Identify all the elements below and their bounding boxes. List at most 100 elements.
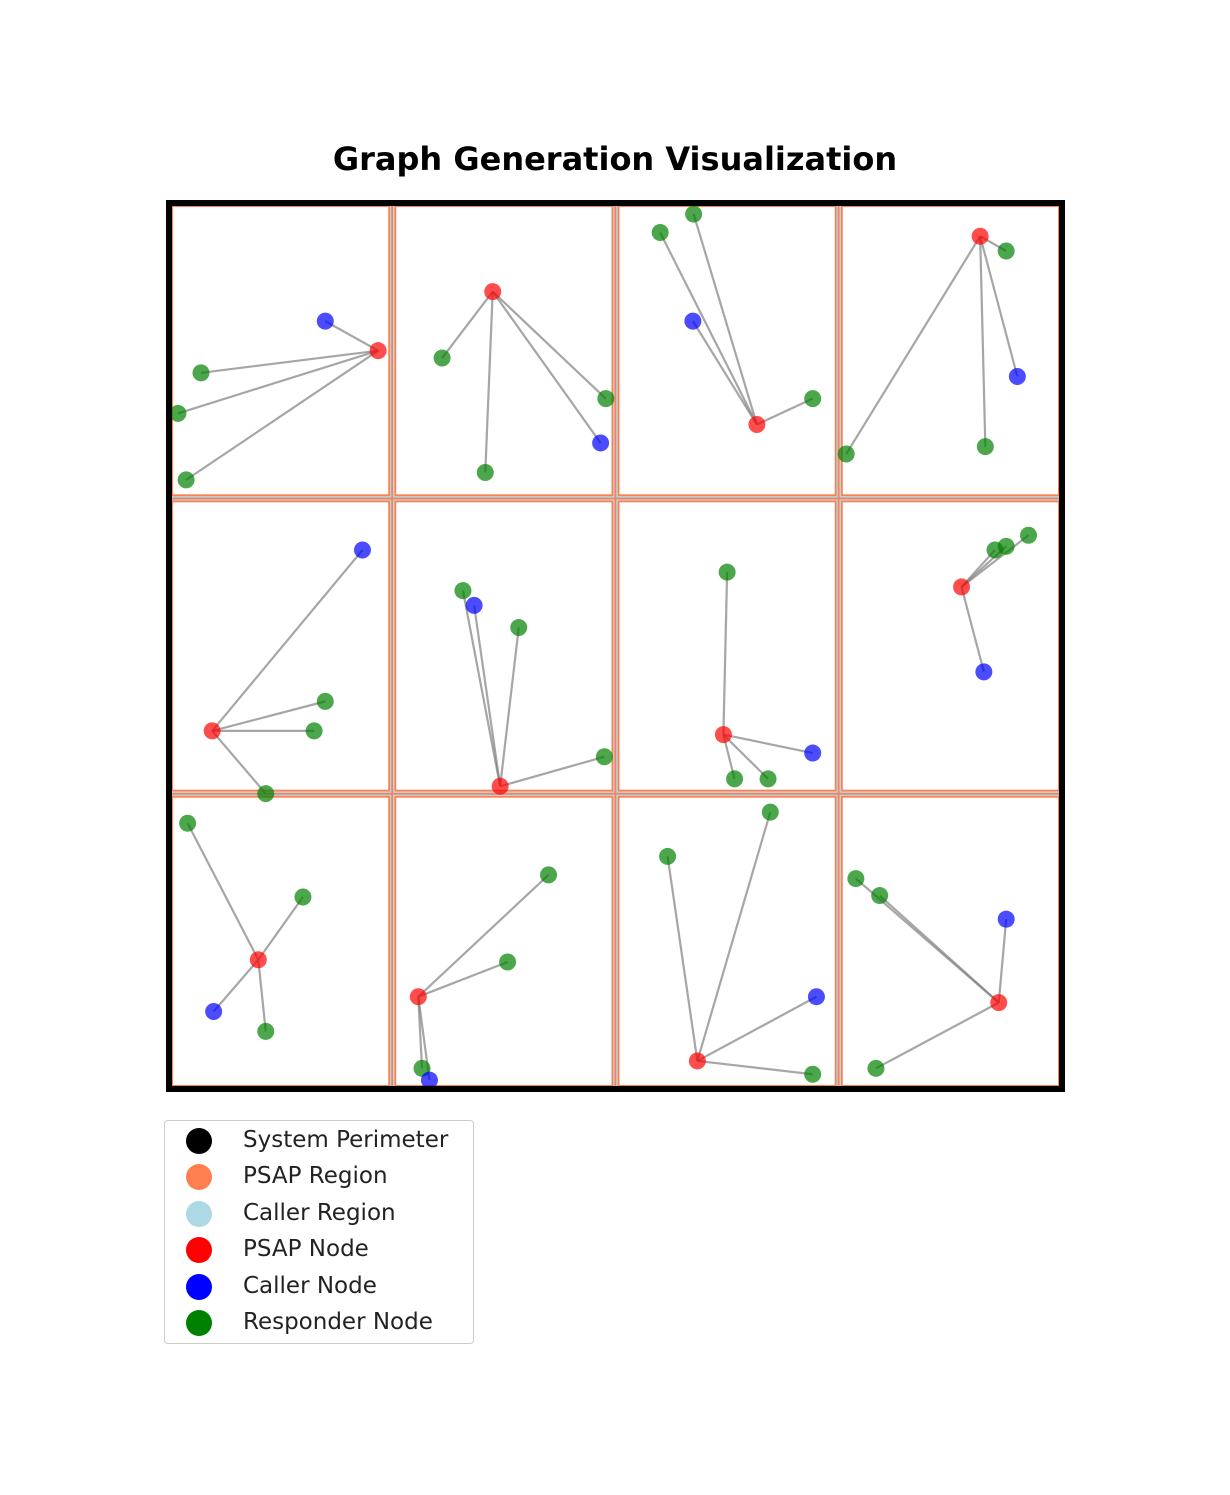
edge-8-0 [212,959,260,1013]
psap-node-8 [249,951,267,969]
caller-region-1-2 [393,203,615,498]
responder-node-0-0 [192,364,210,382]
caller-node-4-0 [353,541,371,559]
caller-node-9-0 [420,1071,438,1089]
legend-label-responder-node: Responder Node [243,1309,433,1335]
responder-node-3-1 [976,438,994,456]
responder-node-10-1 [761,803,779,821]
responder-node-3-2 [837,445,855,463]
caller-region-1-0 [393,794,615,1089]
caller-node-7-0 [975,663,993,681]
responder-node-6-1 [726,770,744,788]
legend-marker-responder-node [186,1310,212,1336]
edge-3-2 [979,236,987,447]
edge-9-2 [417,960,508,998]
psap-node-5 [491,777,509,795]
legend-marker-psap-region [186,1164,212,1190]
edge-6-0 [723,733,813,755]
edge-2-0 [691,320,758,426]
psap-node-6 [714,726,732,744]
psap-node-7 [953,578,971,596]
chart-title: Graph Generation Visualization [332,140,898,178]
edge-10-0 [696,995,817,1062]
caller-node-0-0 [316,312,334,330]
edge-4-3 [211,730,267,795]
edge-1-3 [484,291,494,473]
caller-node-1-0 [592,434,610,452]
legend-label-system-perimeter: System Perimeter [243,1127,449,1153]
caller-region-3-0 [839,794,1062,1089]
caller-region-0-0 [169,794,392,1089]
responder-node-11-1 [871,887,889,905]
responder-node-0-2 [177,471,195,489]
edge-7-3 [960,534,1030,588]
edge-1-1 [441,290,494,359]
responder-node-1-1 [597,390,615,408]
responder-node-5-1 [510,619,528,637]
responder-node-0-1 [169,404,187,422]
edge-3-0 [979,235,1019,377]
caller-node-10-0 [807,988,825,1006]
legend-marker-caller-node [186,1274,212,1300]
edge-0-1 [200,349,379,374]
edge-3-3 [845,235,982,455]
psap-region-0-0 [168,792,394,1091]
edge-2-2 [692,213,758,425]
responder-node-8-1 [294,888,312,906]
psap-node-1 [484,283,502,301]
responder-node-11-0 [847,870,865,888]
edge-0-2 [177,349,379,415]
edge-2-3 [756,397,814,426]
edge-0-3 [185,349,379,481]
edge-10-3 [697,1059,813,1076]
legend-label-psap-region: PSAP Region [243,1163,388,1189]
responder-node-7-2 [1020,526,1038,544]
edge-6-1 [722,572,729,735]
responder-node-10-0 [659,847,677,865]
nodes-layer [169,205,1038,1089]
edge-11-0 [997,919,1008,1003]
psap-region-3-2 [837,202,1063,500]
edge-5-0 [473,605,502,787]
edge-9-1 [417,874,550,998]
psap-node-10 [688,1052,706,1070]
responder-node-2-0 [651,224,669,242]
caller-region-2-1 [616,499,838,793]
psap-region-2-2 [614,202,840,500]
responder-node-6-2 [759,770,777,788]
edge-2-1 [659,232,758,425]
caller-node-3-0 [1008,368,1026,386]
regions-layer [168,202,1063,1091]
psap-node-4 [203,722,221,740]
responder-node-2-1 [685,205,703,223]
caller-node-6-0 [804,744,822,762]
legend-item-caller-region: Caller Region [165,1196,473,1232]
legend-label-caller-node: Caller Node [243,1273,377,1299]
responder-node-6-0 [718,563,736,581]
responder-node-1-0 [433,349,451,367]
psap-region-3-0 [837,792,1063,1091]
caller-node-5-0 [465,596,483,614]
psap-region-1-2 [391,202,617,500]
edge-0-0 [324,320,379,352]
responder-node-2-2 [804,390,822,408]
edge-5-1 [461,590,502,787]
psap-region-1-0 [391,792,617,1091]
legend-item-psap-node: PSAP Node [165,1232,473,1268]
edge-11-3 [875,1001,1000,1070]
legend-label-caller-region: Caller Region [243,1200,396,1226]
edge-8-1 [186,822,260,961]
legend-item-caller-node: Caller Node [165,1269,473,1305]
legend-item-system-perimeter: System Perimeter [165,1123,473,1159]
edge-7-0 [960,586,985,673]
edge-1-2 [491,290,607,400]
edge-11-2 [878,894,1000,1004]
psap-node-9 [409,988,427,1006]
responder-node-1-2 [476,463,494,481]
responder-node-9-0 [540,866,558,884]
responder-node-5-0 [454,582,472,600]
edge-5-3 [499,755,605,788]
responder-node-3-0 [997,242,1015,260]
legend-marker-system-perimeter [186,1128,212,1154]
